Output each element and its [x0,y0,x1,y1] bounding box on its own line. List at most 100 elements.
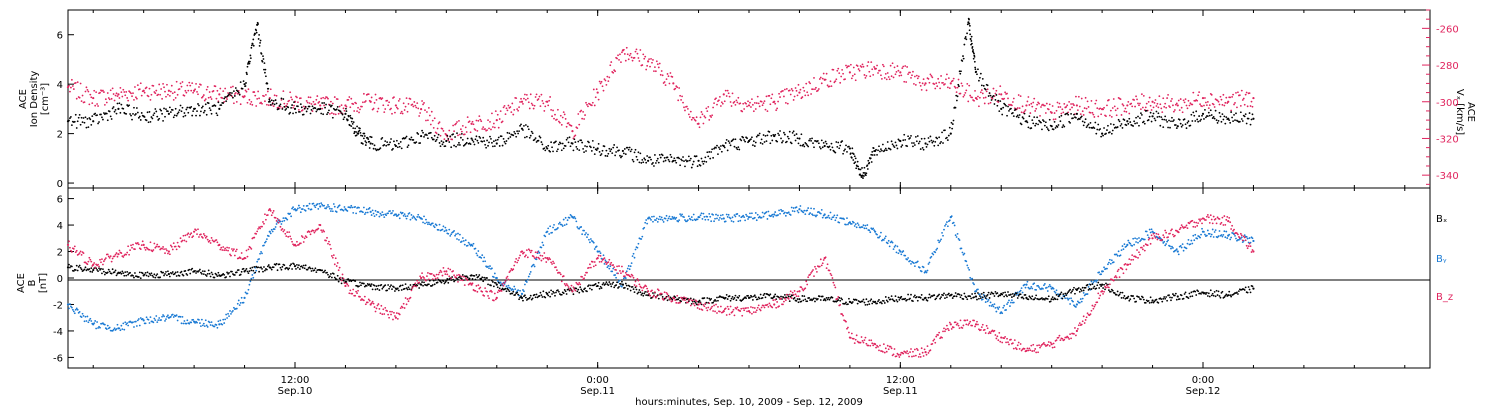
data-point [352,103,355,105]
data-point [469,143,472,146]
data-point [681,213,683,216]
data-point [428,279,431,282]
data-point [795,299,798,302]
data-point [1120,114,1123,116]
data-point [654,154,656,156]
data-point [1049,300,1052,303]
data-point [1051,296,1054,299]
data-point [846,66,848,69]
data-point [402,102,405,105]
data-point [872,73,875,76]
data-point [930,75,933,77]
data-point [198,270,200,272]
data-point [1116,126,1119,128]
data-point [865,74,868,77]
data-point [84,90,87,93]
data-point [933,144,936,147]
data-point [1035,288,1038,291]
data-point [991,97,994,100]
data-point [1124,107,1127,110]
data-point [1203,118,1205,120]
data-point [411,103,414,106]
data-point [118,327,121,330]
data-point [281,265,284,268]
data-point [245,90,248,93]
data-point [297,264,300,267]
data-point [351,206,354,209]
data-point [771,139,774,142]
data-point [803,295,806,298]
data-point [1055,109,1058,112]
data-point [614,154,617,157]
data-point [1045,286,1048,289]
data-point [1235,91,1237,94]
data-point [1209,109,1212,112]
data-point [1026,280,1029,283]
data-point [1194,120,1197,122]
data-point [938,241,941,244]
data-point [937,144,940,147]
data-point [1222,118,1225,121]
data-point [1087,286,1090,288]
data-point [299,97,302,100]
data-point [750,138,752,141]
data-point [477,250,480,252]
data-point [184,89,187,92]
data-point [120,103,123,106]
data-point [576,148,579,150]
data-point [780,137,782,140]
data-point [626,288,629,290]
data-point [297,101,299,104]
data-point [632,252,635,255]
data-point [628,285,631,288]
data-point [1201,105,1203,108]
data-point [1076,300,1079,303]
data-point [613,286,616,289]
data-point [1119,124,1122,127]
data-point [1051,105,1054,107]
data-point [737,296,740,299]
data-point [314,267,317,270]
data-point [433,117,436,120]
data-point [706,297,709,299]
data-point [491,267,493,270]
data-point [1122,104,1125,107]
data-point [886,300,889,303]
legend-bx: Bₓ [1436,214,1447,225]
data-point [379,212,382,215]
data-point [118,97,121,99]
data-point [754,108,757,110]
data-point [1147,100,1150,103]
data-point [645,294,648,297]
data-point [1170,100,1172,102]
data-point [261,267,263,270]
data-point [818,146,821,148]
data-point [789,214,792,216]
data-point [1213,231,1216,233]
data-point [1133,243,1136,246]
data-point [153,273,156,276]
data-point [343,109,346,112]
data-point [356,132,360,135]
data-point [562,111,565,114]
data-point [734,215,737,218]
data-point [494,139,497,142]
data-point [925,146,928,148]
data-point [938,81,941,84]
data-point [993,103,996,105]
data-point [1225,96,1228,99]
data-point [561,142,564,145]
data-point [82,117,85,119]
data-point [254,271,257,274]
data-point [879,150,881,153]
data-point [719,105,722,107]
data-point [530,130,533,133]
data-point [918,266,921,269]
data-point [198,104,200,107]
data-point [653,70,655,72]
data-point [554,294,556,297]
data-point [401,211,404,214]
data-point [327,273,329,276]
data-point [357,106,359,109]
data-point [556,148,559,151]
